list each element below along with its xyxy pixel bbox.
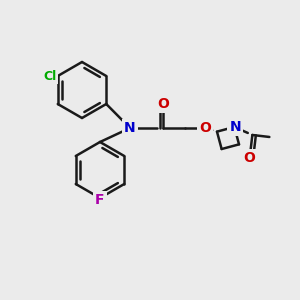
Text: N: N [124, 121, 136, 135]
Text: O: O [199, 121, 211, 135]
Text: Cl: Cl [43, 70, 56, 83]
Text: F: F [95, 193, 105, 207]
Text: O: O [157, 97, 169, 111]
Text: O: O [243, 151, 255, 165]
Text: N: N [230, 120, 241, 134]
